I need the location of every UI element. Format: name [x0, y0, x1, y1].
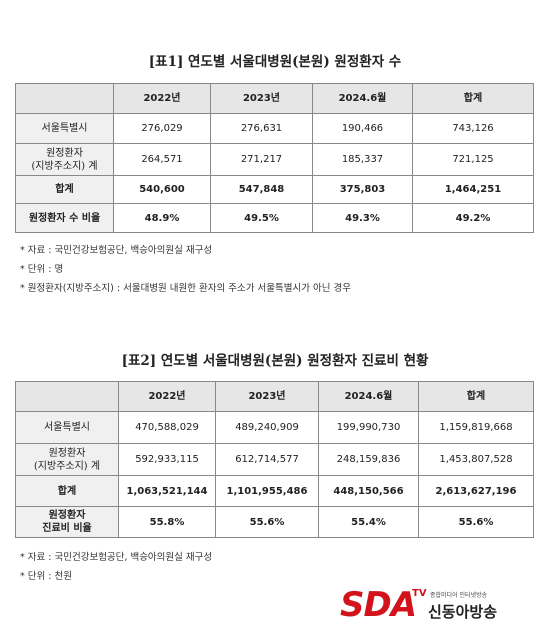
table-row: 원정환자 수 비율 48.9% 49.5% 49.3% 49.2%: [15, 203, 534, 233]
note: * 단위 : 명: [20, 264, 64, 275]
cell: 1,464,251: [412, 175, 534, 204]
label-line: (지방주소지) 계: [31, 160, 98, 172]
table-row: 원정환자 진료비 비율 55.8% 55.6% 55.4% 55.6%: [15, 506, 534, 538]
table-row: 서울특별시 470,588,029 489,240,909 199,990,730 1,…: [15, 411, 534, 444]
cell: 190,466: [312, 113, 413, 144]
cell: 248,159,836: [318, 443, 419, 476]
cell: 199,990,730: [318, 411, 419, 444]
cell: 264,571: [113, 143, 211, 176]
header-row: 2022년 2023년 2024.6월 합계: [15, 381, 534, 412]
cell: 448,150,566: [318, 475, 419, 507]
label-line: 원정환자: [48, 447, 86, 459]
logo-tagline: 종합미디어 인터넷방송: [430, 592, 488, 599]
row-label: 합계: [15, 175, 114, 204]
cell: 276,029: [113, 113, 211, 144]
cell: 49.2%: [412, 203, 534, 233]
label-line: 진료비 비율: [42, 523, 92, 534]
logo-name: 신동아방송: [428, 603, 498, 621]
row-label: 합계: [15, 475, 119, 507]
table-row: 원정환자 (지방주소지) 계 264,571 271,217 185,337 721,12…: [15, 143, 534, 176]
cell: 592,933,115: [118, 443, 216, 476]
logo-brand: SDA: [340, 585, 417, 625]
table: 2022년 2023년 2024.6월 합계 서울특별시 276,029 276,631 19…: [15, 83, 534, 233]
logo-suffix: TV: [412, 588, 427, 599]
column-header: 2023년: [215, 381, 319, 412]
row-label: 서울특별시: [15, 411, 119, 444]
column-header: 합계: [412, 83, 534, 114]
note: * 자료 : 국민건강보험공단, 백승아의원실 재구성: [20, 245, 213, 256]
cell: 1,453,807,528: [418, 443, 534, 476]
corner-cell: [15, 83, 114, 114]
cell: 489,240,909: [215, 411, 319, 444]
cell: 49.3%: [312, 203, 413, 233]
column-header: 2022년: [113, 83, 211, 114]
cell: 276,631: [210, 113, 313, 144]
cell: 470,588,029: [118, 411, 216, 444]
table-title: [표1] 연도별 서울대병원(본원) 원정환자 수: [148, 54, 402, 70]
label-line: 서울특별시: [41, 123, 88, 134]
table-row: 합계 1,063,521,144 1,101,955,486 448,150,566 2…: [15, 475, 534, 507]
cell: 48.9%: [113, 203, 211, 233]
row-label: 원정환자 (지방주소지) 계: [15, 143, 114, 176]
label-line: 원정환자: [46, 147, 83, 159]
table-row: 원정환자 (지방주소지) 계 592,933,115 612,714,577 248,1…: [15, 443, 534, 476]
cell: 271,217: [210, 143, 313, 176]
note: * 자료 : 국민건강보험공단, 백승아의원실 재구성: [20, 552, 213, 563]
cell: 743,126: [412, 113, 534, 144]
column-header: 2023년: [210, 83, 313, 114]
label-line: 합계: [57, 485, 77, 497]
table-row: 서울특별시 276,029 276,631 190,466 743,126: [15, 113, 534, 144]
note: * 단위 : 천원: [20, 571, 72, 582]
column-header: 2024.6월: [318, 381, 419, 412]
label-line: (지방주소지) 계: [33, 460, 101, 472]
cell: 55.6%: [215, 506, 319, 538]
row-label: 원정환자 (지방주소지) 계: [15, 443, 119, 476]
cell: 1,159,819,668: [418, 411, 534, 444]
row-label: 서울특별시: [15, 113, 114, 144]
cell: 1,101,955,486: [215, 475, 319, 507]
table-row: 합계 540,600 547,848 375,803 1,464,251: [15, 175, 534, 204]
cell: 49.5%: [210, 203, 313, 233]
label-line: 원정환자: [48, 510, 86, 521]
cell: 375,803: [312, 175, 413, 204]
label-line: 원정환자 수 비율: [28, 212, 101, 224]
note: * 원정환자(지방주소지) : 서울대병원 내원한 환자의 주소가 서울특별시가…: [20, 283, 351, 294]
cell: 2,613,627,196: [418, 475, 534, 507]
cell: 55.4%: [318, 506, 419, 538]
header-row: 2022년 2023년 2024.6월 합계: [15, 83, 534, 114]
label-line: 합계: [55, 184, 74, 195]
label-line: 서울특별시: [44, 422, 90, 433]
cell: 721,125: [412, 143, 534, 176]
cell: 55.6%: [418, 506, 534, 538]
cell: 547,848: [210, 175, 313, 204]
column-header: 2022년: [118, 381, 216, 412]
cell: 55.8%: [118, 506, 216, 538]
cell: 1,063,521,144: [118, 475, 216, 507]
column-header: 합계: [418, 381, 534, 412]
corner-cell: [15, 381, 119, 412]
cell: 185,337: [312, 143, 413, 176]
table: 2022년 2023년 2024.6월 합계 서울특별시 470,588,029 489,2…: [15, 381, 534, 538]
row-label: 원정환자 수 비율: [15, 203, 114, 233]
column-header: 2024.6월: [312, 83, 413, 114]
table-title: [표2] 연도별 서울대병원(본원) 원정환자 진료비 현황: [121, 353, 429, 369]
cell: 612,714,577: [215, 443, 319, 476]
cell: 540,600: [113, 175, 211, 204]
